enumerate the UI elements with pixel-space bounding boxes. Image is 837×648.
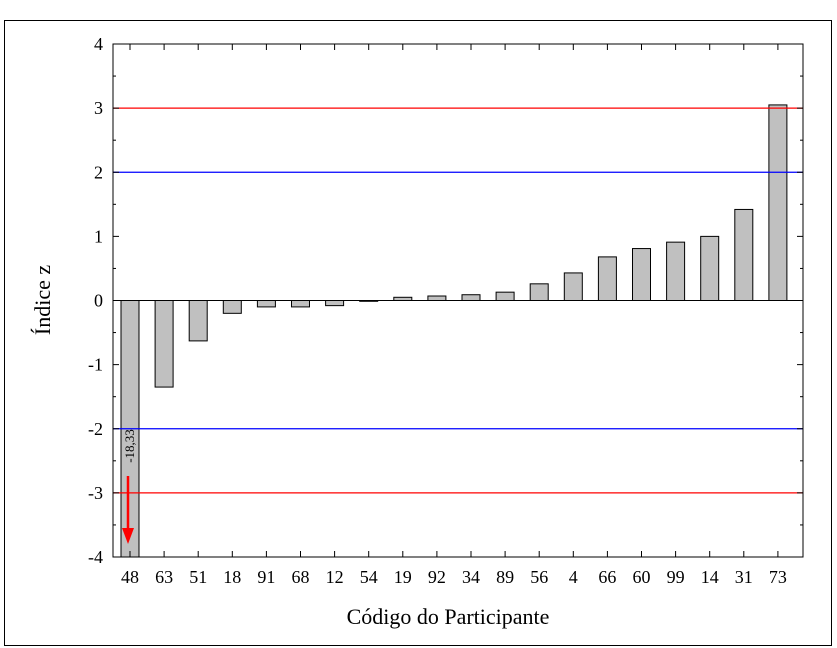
bar-31 — [734, 208, 754, 302]
y-tick-label: 2 — [94, 162, 103, 182]
x-axis-title: Código do Participante — [347, 604, 550, 629]
y-tick-label: -3 — [88, 483, 103, 503]
off-scale-value-label: -18,33 — [122, 429, 137, 463]
x-tick-label: 60 — [633, 567, 651, 587]
x-tick-label: 89 — [496, 567, 514, 587]
x-tick-label: 48 — [121, 567, 139, 587]
x-tick-label: 56 — [530, 567, 548, 587]
bar-4 — [563, 272, 583, 301]
reference-lines-layer — [113, 107, 803, 494]
x-tick-label: 31 — [735, 567, 753, 587]
bar-56 — [529, 283, 549, 302]
x-tick-label: 14 — [701, 567, 719, 587]
x-tick-label: 63 — [155, 567, 173, 587]
bar-51 — [188, 300, 208, 342]
x-tick-label: 34 — [462, 567, 480, 587]
bar-12 — [325, 300, 345, 307]
x-tick-label: 12 — [326, 567, 344, 587]
bar-92 — [427, 295, 447, 302]
bar-89 — [495, 291, 515, 302]
annotation-layer: -18,33 — [122, 429, 137, 544]
bar-68 — [291, 300, 310, 308]
bar-34 — [461, 294, 481, 302]
x-tick-label: 51 — [189, 567, 207, 587]
y-tick-label: 4 — [94, 34, 103, 54]
bar-14 — [700, 235, 720, 301]
bar-63 — [154, 300, 174, 388]
bar-60 — [632, 248, 651, 301]
y-tick-label: -1 — [88, 355, 103, 375]
bar-18 — [222, 300, 242, 314]
y-tick-label: -4 — [88, 547, 103, 567]
bar-66 — [597, 256, 617, 301]
x-axis-ticks: 48 63 51 18 91 68 12 54 19 92 34 89 56 4 66 60 99 14 31 73 — [121, 44, 787, 587]
bar-73 — [768, 104, 788, 301]
y-tick-label: 3 — [94, 98, 103, 118]
y-tick-label: 1 — [94, 226, 103, 246]
figure-frame — [4, 20, 832, 646]
x-tick-label: 18 — [223, 567, 241, 587]
y-axis-title: Índice z — [30, 265, 55, 335]
x-tick-label: 19 — [394, 567, 412, 587]
off-scale-arrow-head — [122, 528, 134, 544]
y-tick-label: 0 — [94, 291, 103, 311]
x-tick-label: 68 — [292, 567, 310, 587]
x-tick-label: 73 — [769, 567, 787, 587]
x-tick-label: 54 — [360, 567, 378, 587]
y-tick-label: -2 — [88, 419, 103, 439]
bar-91 — [256, 300, 276, 308]
x-tick-label: 4 — [569, 567, 578, 587]
x-tick-label: 66 — [598, 567, 616, 587]
x-tick-label: 92 — [428, 567, 446, 587]
x-tick-label: 99 — [667, 567, 685, 587]
x-tick-label: 91 — [257, 567, 275, 587]
y-axis-ticks: 4 3 2 1 0 -1 -2 -3 -4 — [88, 34, 803, 567]
bar-99 — [666, 241, 686, 302]
